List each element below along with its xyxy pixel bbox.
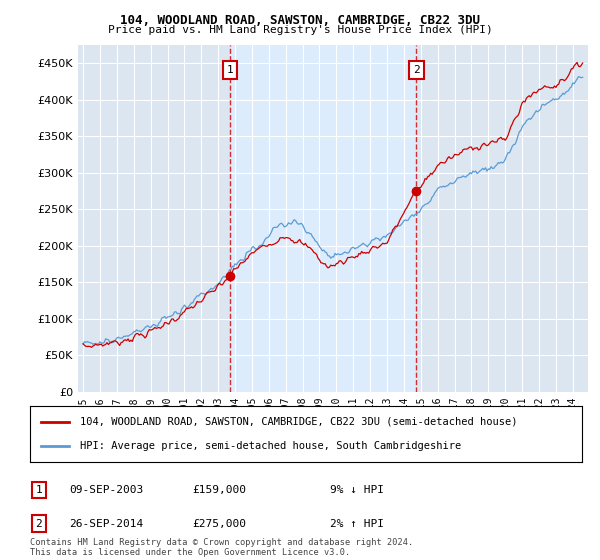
Text: 2: 2 — [413, 66, 420, 76]
Text: 104, WOODLAND ROAD, SAWSTON, CAMBRIDGE, CB22 3DU: 104, WOODLAND ROAD, SAWSTON, CAMBRIDGE, … — [120, 14, 480, 27]
Bar — [230, 45, 416, 392]
Text: Price paid vs. HM Land Registry's House Price Index (HPI): Price paid vs. HM Land Registry's House … — [107, 25, 493, 35]
Text: 2: 2 — [35, 519, 43, 529]
Text: £275,000: £275,000 — [192, 519, 246, 529]
Text: 1: 1 — [226, 66, 233, 76]
Text: 2% ↑ HPI: 2% ↑ HPI — [330, 519, 384, 529]
Text: 09-SEP-2003: 09-SEP-2003 — [69, 485, 143, 495]
Text: 1: 1 — [35, 485, 43, 495]
Text: 9% ↓ HPI: 9% ↓ HPI — [330, 485, 384, 495]
Text: 104, WOODLAND ROAD, SAWSTON, CAMBRIDGE, CB22 3DU (semi-detached house): 104, WOODLAND ROAD, SAWSTON, CAMBRIDGE, … — [80, 417, 517, 427]
Text: Contains HM Land Registry data © Crown copyright and database right 2024.
This d: Contains HM Land Registry data © Crown c… — [30, 538, 413, 557]
Text: 26-SEP-2014: 26-SEP-2014 — [69, 519, 143, 529]
Text: £159,000: £159,000 — [192, 485, 246, 495]
Text: HPI: Average price, semi-detached house, South Cambridgeshire: HPI: Average price, semi-detached house,… — [80, 441, 461, 451]
